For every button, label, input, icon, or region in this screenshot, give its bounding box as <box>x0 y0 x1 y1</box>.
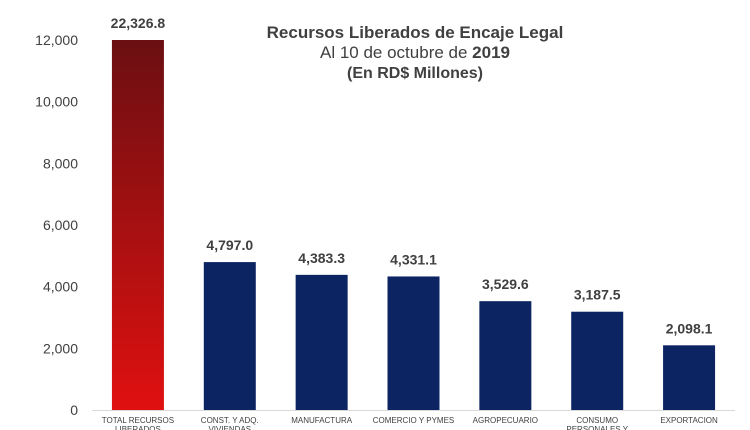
data-label: 3,529.6 <box>482 276 529 292</box>
bar <box>111 40 164 410</box>
category-label: TOTAL RECURSOS <box>102 416 174 425</box>
category-label: PERSONALES Y <box>566 425 628 430</box>
bar <box>663 345 716 410</box>
bar <box>295 274 348 410</box>
y-tick-label: 6,000 <box>43 217 78 233</box>
data-labels-group: 22,326.8 4,797.0 4,383.3 4,331.1 3,529.6 3,18… <box>111 15 713 336</box>
y-tick-label: 10,000 <box>35 94 78 110</box>
y-tick-label: 8,000 <box>43 155 78 171</box>
y-tick-label: 2,000 <box>43 340 78 356</box>
chart-units: (En RD$ Millones) <box>347 65 483 82</box>
category-label: CONSUMO <box>576 416 618 425</box>
chart-subtitle-year: 2019 <box>472 43 510 62</box>
y-tick-label: 12,000 <box>35 32 78 48</box>
category-label: AGROPECUARIO <box>473 416 538 425</box>
y-tick-label: 0 <box>70 402 78 418</box>
category-label: MANUFACTURA <box>291 416 353 425</box>
data-label: 4,331.1 <box>390 251 437 267</box>
data-label: 4,797.0 <box>206 237 253 253</box>
data-label: 3,187.5 <box>574 287 621 303</box>
bar <box>203 262 256 410</box>
chart-title: Recursos Liberados de Encaje Legal <box>267 23 564 42</box>
data-label: 4,383.3 <box>298 250 345 266</box>
bar <box>387 276 440 410</box>
y-axis: 0 2,000 4,000 6,000 8,000 10,000 12,000 <box>35 32 78 418</box>
bar <box>571 311 624 410</box>
category-label: COMERCIO Y PYMES <box>373 416 455 425</box>
chart-subtitle-prefix: Al 10 de octubre de <box>320 43 472 62</box>
y-tick-label: 4,000 <box>43 279 78 295</box>
category-label: EXPORTACION <box>660 416 718 425</box>
chart-subtitle: Al 10 de octubre de 2019 <box>320 43 510 62</box>
category-label: VIVIENDAS <box>208 425 251 430</box>
bar <box>479 301 532 410</box>
bars-group <box>111 40 716 410</box>
category-label: LIBERADOS <box>115 425 161 430</box>
data-label: 22,326.8 <box>111 15 166 31</box>
category-label: CONST. Y ADQ. <box>201 416 259 425</box>
data-label: 2,098.1 <box>666 320 713 336</box>
